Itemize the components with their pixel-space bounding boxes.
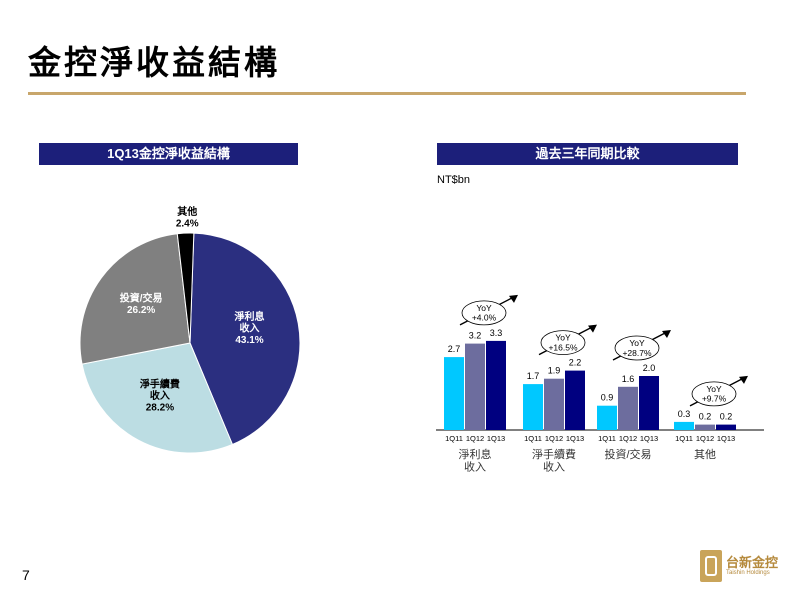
bar — [639, 376, 659, 430]
bar-value-label: 1.6 — [622, 374, 635, 384]
category-label: 淨利息收入 — [459, 447, 492, 474]
bar — [674, 421, 694, 430]
x-tick-label: 1Q13 — [640, 434, 658, 443]
bar-value-label: 0.9 — [601, 393, 614, 403]
yoy-label: YoY +16.5% — [548, 333, 578, 353]
x-tick-label: 1Q12 — [619, 434, 637, 443]
bar-value-label: 2.2 — [569, 358, 582, 368]
bar — [597, 405, 617, 430]
bar — [618, 386, 638, 430]
bar — [486, 340, 506, 430]
bar-value-label: 3.2 — [469, 331, 482, 341]
bar-chart: 2.7 1Q11 3.2 1Q12 3.3 1Q13 淨利息收入 YoY +4.0% 1.7 1Q1… — [436, 294, 764, 474]
x-tick-label: 1Q13 — [487, 434, 505, 443]
bar — [695, 424, 715, 430]
bar-value-label: 3.3 — [490, 328, 503, 338]
bar-panel-header: 過去三年同期比較 — [437, 143, 738, 165]
bar-value-label: 1.9 — [548, 366, 561, 376]
page-title: 金控淨收益結構 — [28, 43, 280, 82]
pie-slice-label: 淨利息收入 43.1% — [234, 310, 265, 346]
pie-slice — [81, 342, 234, 454]
pie-chart: 淨利息收入 43.1% 淨手續費收入 28.2% 投資/交易 26.2% 其他 2.4% — [79, 205, 301, 454]
x-tick-label: 1Q11 — [598, 434, 616, 443]
yoy-arrowhead — [509, 294, 518, 303]
x-tick-label: 1Q11 — [524, 434, 542, 443]
yoy-bubble — [614, 335, 660, 361]
bar-value-label: 2.0 — [643, 363, 656, 373]
pie-slice — [79, 233, 191, 365]
pie-slice — [189, 232, 301, 446]
yoy-bubble — [540, 330, 586, 356]
pie-panel-header: 1Q13金控淨收益結構 — [39, 143, 298, 165]
page-number: 7 — [22, 567, 30, 583]
bar-value-label: 2.7 — [448, 344, 461, 354]
x-tick-label: 1Q12 — [696, 434, 714, 443]
bar-value-label: 0.2 — [699, 412, 712, 422]
x-tick-label: 1Q11 — [675, 434, 693, 443]
logo-icon — [700, 550, 722, 582]
logo-chinese-name: 台新金控 — [726, 555, 779, 570]
yoy-arrowhead — [588, 324, 597, 333]
pie-slice-label: 投資/交易 26.2% — [120, 291, 163, 316]
yoy-label: YoY +4.0% — [472, 303, 497, 323]
bar — [544, 378, 564, 430]
company-logo: 台新金控 Taishin Holdings — [700, 550, 790, 590]
bar-value-label: 0.2 — [720, 412, 733, 422]
bar-value-label: 0.3 — [678, 409, 691, 419]
pie-slice — [176, 232, 195, 344]
x-tick-label: 1Q12 — [466, 434, 484, 443]
title-divider — [28, 92, 746, 95]
bar — [716, 424, 736, 430]
yoy-label: YoY +28.7% — [622, 338, 652, 358]
pie-slice-label: 其他 2.4% — [176, 205, 199, 230]
category-label: 其他 — [694, 448, 716, 461]
yoy-bubble — [461, 300, 507, 326]
category-label: 投資/交易 — [604, 447, 651, 461]
category-label: 淨手續費收入 — [532, 447, 576, 474]
x-tick-label: 1Q12 — [545, 434, 563, 443]
yoy-arrowhead — [739, 375, 748, 384]
x-tick-label: 1Q13 — [566, 434, 584, 443]
bar — [444, 357, 464, 430]
logo-english-name: Taishin Holdings — [726, 570, 770, 576]
bar-value-label: 1.7 — [527, 371, 540, 381]
x-tick-label: 1Q13 — [717, 434, 735, 443]
unit-label: NT$bn — [437, 174, 471, 186]
yoy-arrowhead — [662, 330, 671, 338]
bar — [523, 384, 543, 430]
pie-slice-label: 淨手續費收入 28.2% — [139, 377, 180, 413]
yoy-label: YoY +9.7% — [702, 384, 727, 404]
yoy-bubble — [691, 381, 737, 407]
bar — [565, 370, 585, 430]
bar — [465, 343, 485, 430]
x-tick-label: 1Q11 — [445, 434, 463, 443]
